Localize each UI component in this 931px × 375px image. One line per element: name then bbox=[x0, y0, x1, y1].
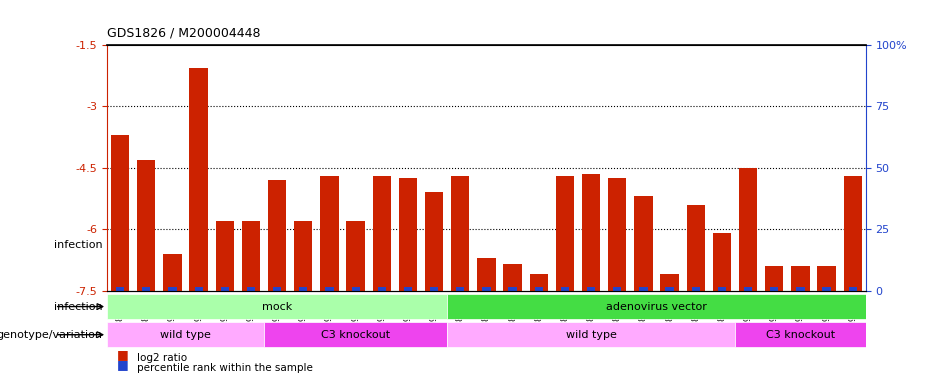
Bar bbox=[142, 287, 151, 291]
Bar bbox=[242, 221, 260, 291]
Bar bbox=[452, 176, 469, 291]
Bar bbox=[372, 176, 391, 291]
Bar bbox=[404, 287, 412, 291]
Bar bbox=[686, 205, 705, 291]
Text: log2 ratio: log2 ratio bbox=[137, 353, 187, 363]
Bar bbox=[247, 287, 255, 291]
Bar bbox=[849, 287, 857, 291]
Bar bbox=[221, 287, 229, 291]
Bar bbox=[770, 287, 778, 291]
Bar bbox=[640, 287, 648, 291]
Bar bbox=[843, 176, 862, 291]
Bar bbox=[107, 294, 447, 319]
Text: C3 knockout: C3 knockout bbox=[766, 330, 835, 340]
Bar bbox=[268, 180, 287, 291]
Bar bbox=[508, 287, 517, 291]
Bar bbox=[169, 287, 177, 291]
Bar bbox=[216, 221, 234, 291]
Text: ■: ■ bbox=[116, 348, 128, 361]
Bar bbox=[739, 168, 757, 291]
Bar bbox=[582, 174, 600, 291]
Bar bbox=[425, 192, 443, 291]
Bar bbox=[378, 287, 386, 291]
Bar bbox=[796, 287, 804, 291]
Bar bbox=[817, 266, 836, 291]
Bar bbox=[634, 196, 653, 291]
Bar bbox=[692, 287, 700, 291]
Text: wild type: wild type bbox=[160, 330, 211, 340]
Bar bbox=[660, 274, 679, 291]
Bar bbox=[587, 287, 595, 291]
Bar bbox=[320, 176, 339, 291]
Text: adenovirus vector: adenovirus vector bbox=[606, 302, 707, 312]
Bar bbox=[137, 160, 155, 291]
Bar bbox=[325, 287, 333, 291]
Text: genotype/variation: genotype/variation bbox=[0, 330, 102, 340]
Bar bbox=[163, 254, 182, 291]
Text: percentile rank within the sample: percentile rank within the sample bbox=[137, 363, 313, 374]
Text: mock: mock bbox=[262, 302, 292, 312]
Bar bbox=[264, 322, 447, 347]
Bar bbox=[195, 287, 203, 291]
Bar bbox=[735, 322, 866, 347]
Bar bbox=[560, 287, 569, 291]
Bar bbox=[666, 287, 674, 291]
Text: GDS1826 / M200004448: GDS1826 / M200004448 bbox=[107, 26, 261, 39]
Bar bbox=[346, 221, 365, 291]
Bar bbox=[765, 266, 783, 291]
Bar bbox=[614, 287, 621, 291]
Bar bbox=[530, 274, 548, 291]
Text: ■: ■ bbox=[116, 358, 128, 371]
Bar bbox=[718, 287, 726, 291]
Bar bbox=[478, 258, 495, 291]
Bar bbox=[294, 221, 313, 291]
Text: infection: infection bbox=[54, 240, 102, 250]
Bar bbox=[447, 294, 866, 319]
Bar bbox=[352, 287, 359, 291]
Bar bbox=[111, 135, 129, 291]
Text: wild type: wild type bbox=[566, 330, 616, 340]
Bar bbox=[791, 266, 810, 291]
Bar bbox=[822, 287, 830, 291]
Bar bbox=[107, 322, 264, 347]
Bar bbox=[190, 68, 208, 291]
Bar bbox=[482, 287, 491, 291]
Bar bbox=[608, 178, 627, 291]
Bar bbox=[273, 287, 281, 291]
Bar bbox=[744, 287, 752, 291]
Bar bbox=[447, 322, 735, 347]
Bar bbox=[116, 287, 124, 291]
Bar bbox=[713, 233, 731, 291]
Bar bbox=[504, 264, 521, 291]
Bar bbox=[398, 178, 417, 291]
Bar bbox=[456, 287, 465, 291]
Bar bbox=[556, 176, 574, 291]
Text: infection: infection bbox=[54, 302, 102, 312]
Bar bbox=[534, 287, 543, 291]
Bar bbox=[430, 287, 439, 291]
Text: C3 knockout: C3 knockout bbox=[321, 330, 390, 340]
Bar bbox=[299, 287, 307, 291]
